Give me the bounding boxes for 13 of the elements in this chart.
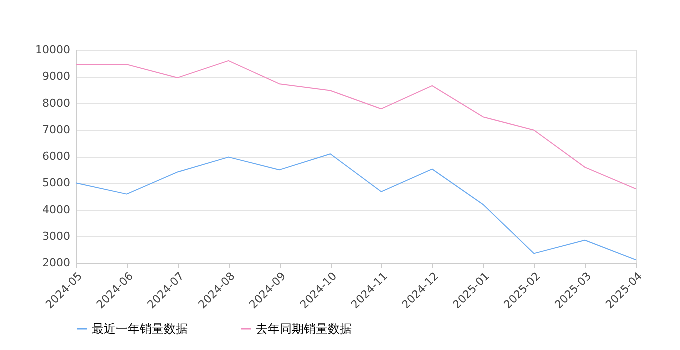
y-tick-label: 2000	[42, 256, 70, 270]
y-tick-label: 8000	[42, 96, 70, 110]
line-series	[76, 60, 636, 190]
y-tick-label: 10000	[36, 44, 70, 56]
y-tick-label: 9000	[42, 70, 70, 84]
line-series	[76, 154, 636, 261]
legend-label: 最近一年销量数据	[92, 322, 188, 336]
y-tick-label: 6000	[42, 150, 70, 163]
legend-label: 去年同期销量数据	[256, 322, 352, 336]
y-tick-label: 5000	[42, 176, 70, 190]
y-tick-label: 7000	[42, 123, 70, 136]
y-tick-label: 3000	[42, 230, 70, 243]
y-tick-label: 4000	[42, 203, 70, 216]
